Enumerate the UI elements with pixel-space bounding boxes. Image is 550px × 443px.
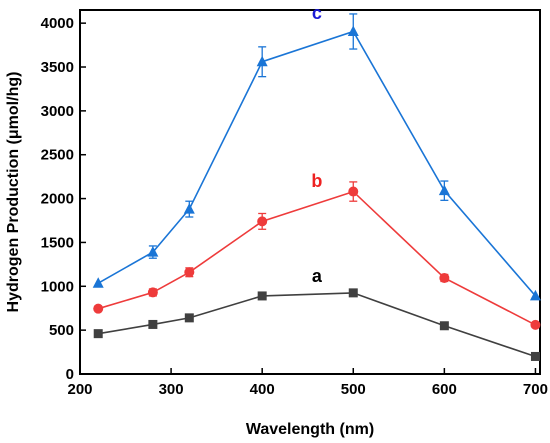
series-b-point	[348, 186, 359, 197]
x-axis-title: Wavelength (nm)	[246, 421, 374, 438]
series-label-a: a	[312, 266, 323, 286]
series-c-point	[183, 203, 195, 214]
series-a-point	[530, 351, 540, 361]
series-c-point	[347, 25, 359, 36]
y-tick-label: 500	[49, 322, 74, 339]
y-tick-label: 4000	[41, 15, 74, 32]
y-tick-label: 2000	[41, 191, 74, 208]
series-a-point	[348, 288, 358, 298]
series-b-point	[257, 216, 268, 227]
y-tick-label: 3000	[41, 103, 74, 120]
annotations: a b c	[311, 3, 322, 286]
series-c-point	[438, 184, 450, 196]
series-b-point	[147, 287, 158, 298]
y-axis-ticks: 0 500 1000 1500 2000 2500 3000 3500 4000	[41, 15, 86, 383]
series-a-point	[148, 319, 158, 329]
series-c-point	[147, 246, 159, 257]
y-tick-label: 1500	[41, 234, 74, 251]
series-c-point	[92, 277, 104, 288]
x-tick-label: 200	[67, 381, 92, 398]
series-a-point	[184, 313, 194, 323]
x-tick-label: 400	[250, 381, 275, 398]
series-c-point	[256, 55, 268, 67]
y-axis-title: Hydrogen Production (μmol/hg)	[5, 72, 22, 313]
series-layer	[92, 13, 541, 361]
x-axis-ticks: 200 300 400 500 600 700	[67, 368, 548, 398]
x-tick-label: 300	[159, 381, 184, 398]
x-tick-label: 700	[523, 381, 548, 398]
series-b-point	[184, 267, 195, 278]
y-tick-label: 0	[66, 366, 74, 383]
plot-frame	[79, 9, 541, 375]
series-c-line	[97, 30, 537, 297]
series-label-b: b	[311, 171, 322, 191]
series-a-line	[98, 292, 536, 358]
x-tick-label: 500	[341, 381, 366, 398]
series-label-c: c	[312, 3, 322, 23]
y-tick-label: 3500	[41, 59, 74, 76]
y-tick-label: 2500	[41, 147, 74, 164]
series-c-point	[529, 289, 541, 301]
x-tick-label: 600	[432, 381, 457, 398]
y-tick-label: 1000	[41, 278, 74, 295]
series-b-point	[93, 303, 104, 314]
series-b-point	[439, 272, 450, 283]
series-a-point	[439, 321, 449, 331]
series-b-point	[530, 319, 541, 330]
series-a-point	[257, 291, 267, 301]
series-a-point	[93, 329, 103, 339]
series-b-line	[97, 190, 536, 326]
